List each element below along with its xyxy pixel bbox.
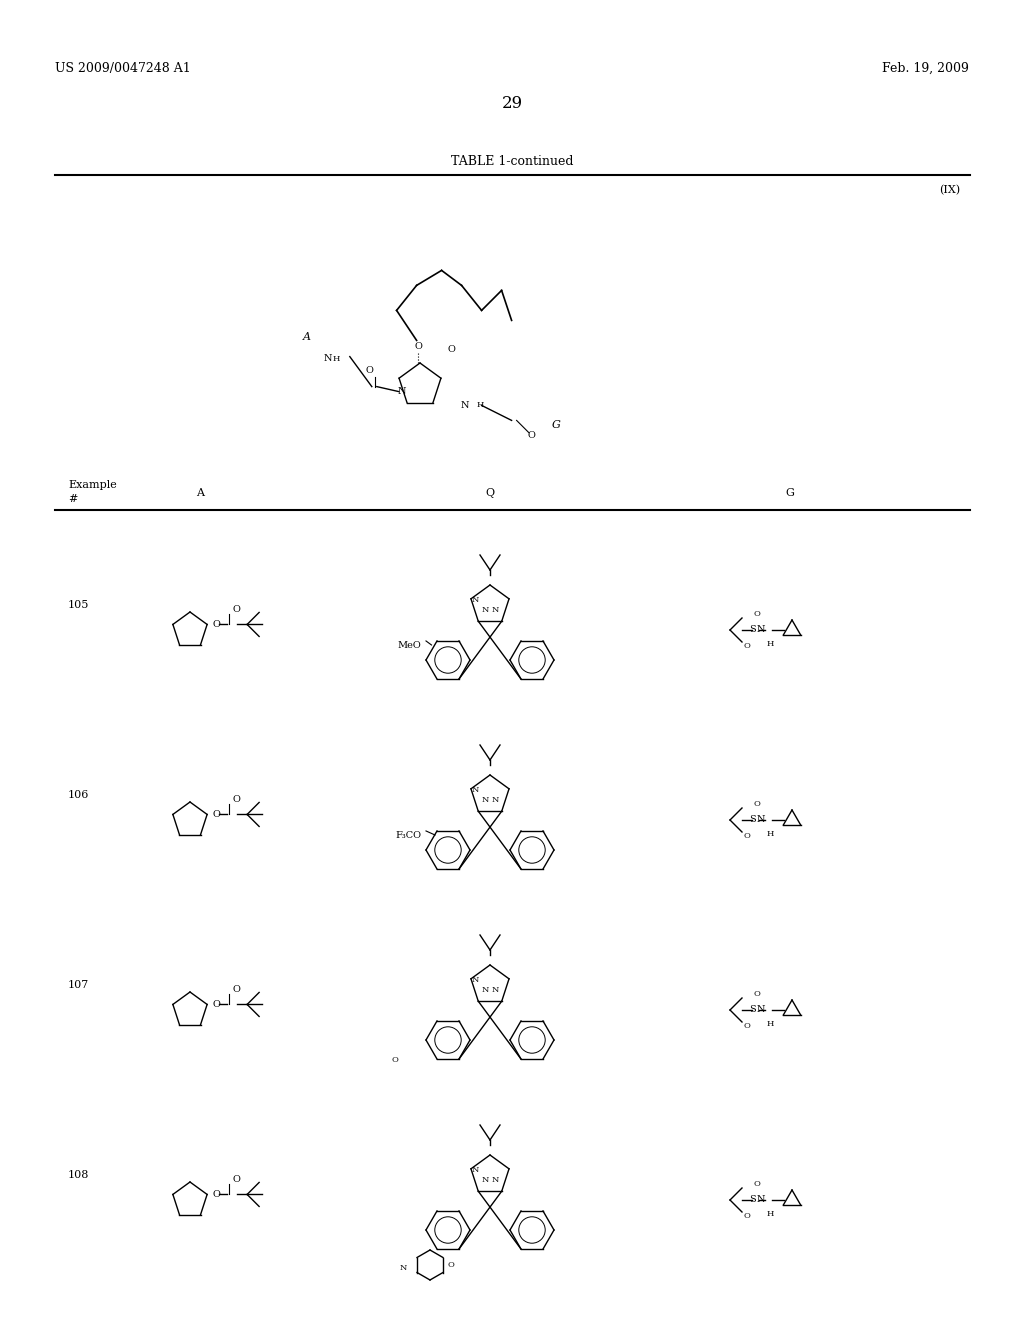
Text: O: O (754, 610, 761, 618)
Text: S: S (749, 1006, 756, 1015)
Text: 107: 107 (68, 979, 89, 990)
Text: O: O (212, 1189, 220, 1199)
Text: N: N (481, 606, 488, 614)
Text: N: N (492, 986, 499, 994)
Text: N: N (757, 1006, 765, 1015)
Text: N: N (492, 796, 499, 804)
Text: A: A (303, 331, 311, 342)
Text: O: O (366, 366, 374, 375)
Text: O: O (212, 1001, 220, 1008)
Text: US 2009/0047248 A1: US 2009/0047248 A1 (55, 62, 190, 75)
Text: S: S (749, 626, 756, 635)
Text: 108: 108 (68, 1170, 89, 1180)
Text: H: H (766, 1210, 774, 1218)
Text: O: O (232, 986, 240, 994)
Text: S: S (749, 1196, 756, 1204)
Text: (IX): (IX) (939, 185, 961, 195)
Text: O: O (743, 642, 751, 649)
Text: N: N (397, 387, 407, 396)
Text: N: N (471, 597, 478, 605)
Text: MeO: MeO (397, 640, 421, 649)
Text: F₃CO: F₃CO (395, 830, 421, 840)
Text: O: O (232, 1175, 240, 1184)
Text: N: N (399, 1265, 407, 1272)
Text: 106: 106 (68, 789, 89, 800)
Text: #: # (68, 494, 78, 504)
Text: N: N (481, 1176, 488, 1184)
Text: O: O (212, 620, 220, 628)
Text: H: H (766, 830, 774, 838)
Text: H: H (333, 355, 340, 363)
Text: O: O (754, 990, 761, 998)
Text: O: O (754, 1180, 761, 1188)
Text: N: N (492, 1176, 499, 1184)
Text: N: N (471, 975, 478, 983)
Text: 105: 105 (68, 601, 89, 610)
Text: N: N (324, 354, 332, 363)
Text: O: O (447, 346, 456, 354)
Text: G: G (785, 488, 795, 498)
Text: 29: 29 (502, 95, 522, 112)
Text: S: S (749, 816, 756, 825)
Text: N: N (471, 1166, 478, 1173)
Text: O: O (232, 606, 240, 614)
Text: O: O (527, 430, 536, 440)
Text: A: A (196, 488, 204, 498)
Text: O: O (447, 1261, 454, 1269)
Text: G: G (552, 420, 560, 430)
Text: H: H (766, 1020, 774, 1028)
Text: O: O (754, 800, 761, 808)
Text: Example: Example (68, 480, 117, 490)
Text: TABLE 1-continued: TABLE 1-continued (451, 154, 573, 168)
Text: O: O (743, 832, 751, 840)
Text: O: O (743, 1022, 751, 1030)
Text: O: O (212, 810, 220, 818)
Text: N: N (460, 401, 469, 411)
Text: H: H (766, 640, 774, 648)
Text: O: O (232, 796, 240, 804)
Text: N: N (471, 785, 478, 795)
Text: O: O (391, 1056, 398, 1064)
Text: N: N (757, 1196, 765, 1204)
Text: N: N (757, 626, 765, 635)
Text: N: N (481, 986, 488, 994)
Text: O: O (414, 342, 422, 351)
Text: N: N (492, 606, 499, 614)
Text: Q: Q (485, 488, 495, 498)
Text: Feb. 19, 2009: Feb. 19, 2009 (882, 62, 969, 75)
Text: N: N (481, 796, 488, 804)
Text: H: H (476, 401, 484, 409)
Text: O: O (743, 1212, 751, 1220)
Text: N: N (757, 816, 765, 825)
